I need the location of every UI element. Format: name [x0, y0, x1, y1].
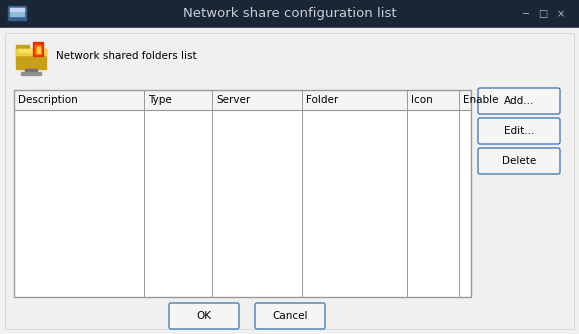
FancyBboxPatch shape [478, 88, 560, 114]
Bar [37, 47, 40, 53]
Bar [10, 8, 24, 11]
Text: Add...: Add... [504, 96, 534, 106]
Bar [18, 49, 44, 52]
Text: ─: ─ [522, 9, 528, 19]
Text: Edit...: Edit... [504, 126, 534, 136]
Text: Description: Description [18, 95, 78, 105]
FancyBboxPatch shape [169, 303, 239, 329]
FancyBboxPatch shape [478, 148, 560, 174]
Bar [21, 72, 41, 75]
Text: Network shared folders list: Network shared folders list [56, 51, 197, 61]
Bar [8, 6, 26, 20]
Bar [16, 49, 46, 55]
Bar [33, 42, 43, 56]
Text: Icon: Icon [411, 95, 433, 105]
Text: Type: Type [148, 95, 172, 105]
Text: Cancel: Cancel [272, 311, 308, 321]
Bar [5, 33, 574, 329]
Bar [35, 45, 41, 54]
Bar [16, 49, 46, 69]
Bar [16, 45, 29, 51]
FancyBboxPatch shape [255, 303, 325, 329]
FancyBboxPatch shape [478, 118, 560, 144]
Text: Delete: Delete [502, 156, 536, 166]
Bar [0, 0, 579, 28]
Bar [14, 90, 471, 297]
Text: Enable: Enable [463, 95, 499, 105]
Text: □: □ [538, 9, 548, 19]
Bar [25, 69, 37, 73]
Bar [10, 8, 24, 16]
Bar [14, 90, 471, 297]
Text: ×: × [557, 9, 565, 19]
Text: OK: OK [196, 311, 211, 321]
Bar [14, 90, 471, 110]
Text: Server: Server [216, 95, 250, 105]
Text: Network share configuration list: Network share configuration list [183, 7, 396, 20]
Text: Folder: Folder [306, 95, 338, 105]
